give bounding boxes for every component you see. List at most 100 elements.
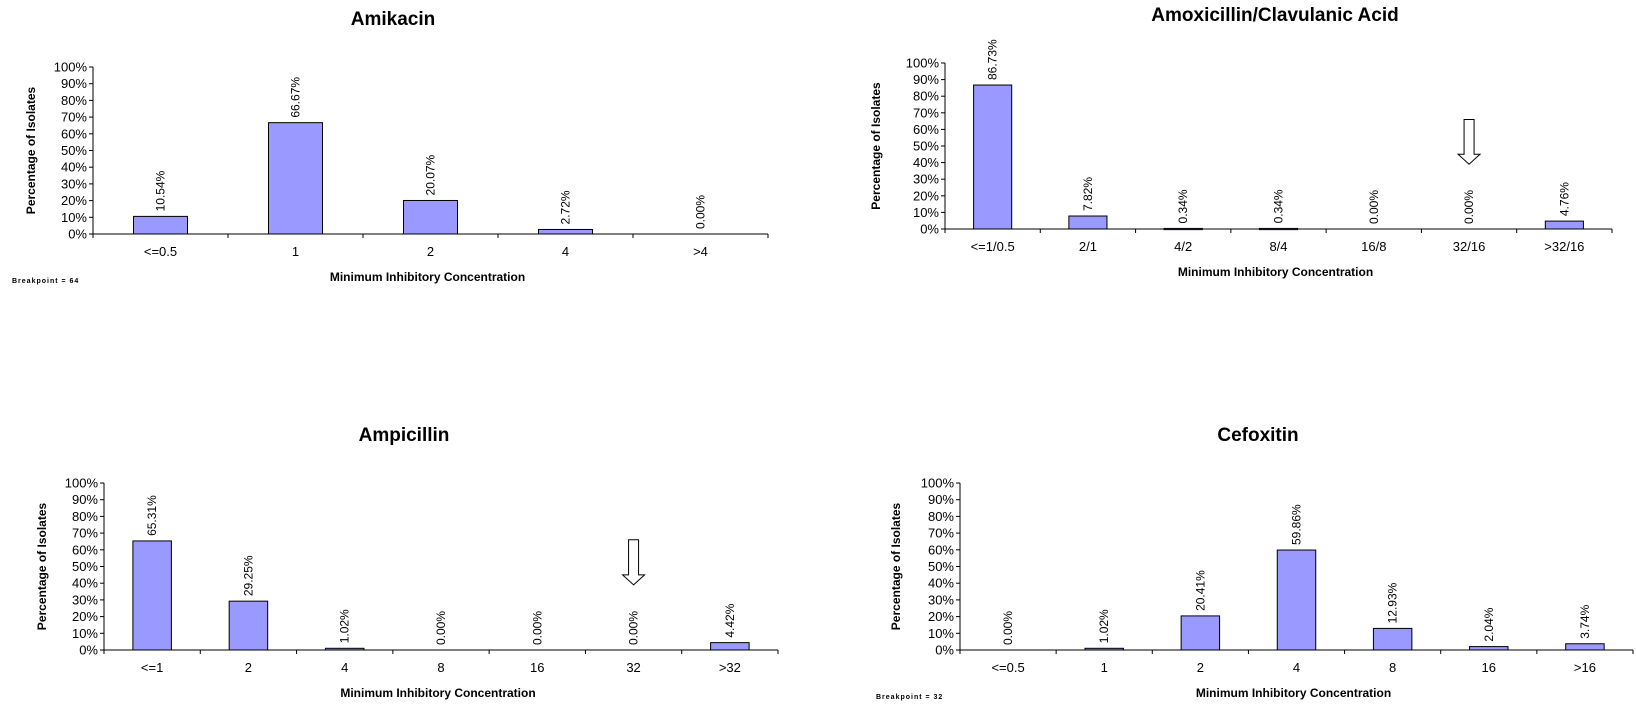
breakpoint-arrow-icon (1456, 118, 1482, 165)
y-axis-label: Percentage of Isolates (24, 86, 38, 214)
x-axis-label: Minimum Inhibitory Concentration (340, 686, 535, 700)
bar-2 (1068, 215, 1108, 230)
y-tick-label: 20% (61, 193, 87, 208)
x-tick-label: >16 (1574, 660, 1596, 675)
data-label: 2.72% (559, 190, 573, 224)
y-tick-label: 70% (928, 526, 954, 541)
y-tick-label: 40% (72, 576, 98, 591)
x-tick-label: 4 (1293, 660, 1300, 675)
bar-7 (1565, 643, 1605, 651)
x-tick-label: <=0.5 (991, 660, 1024, 675)
y-tick-label: 20% (928, 609, 954, 624)
y-tick-label: 20% (913, 188, 939, 203)
y-tick-label: 0% (79, 643, 98, 658)
y-tick-label: 90% (913, 72, 939, 87)
bar-1 (132, 540, 172, 651)
bar-4 (1258, 227, 1299, 231)
y-tick-label: 30% (928, 592, 954, 607)
chart-panel-1: Amikacin Percentage of Isolates 0% 10% 20% 30… (12, 9, 769, 285)
x-tick-label: 1 (292, 244, 299, 259)
bar-4 (1276, 549, 1317, 651)
data-label: 0.00% (434, 611, 448, 645)
y-tick-label: 100% (65, 476, 99, 491)
y-tick-label: 90% (928, 492, 954, 507)
x-tick-label: >32/16 (1544, 239, 1584, 254)
x-tick-label: 2 (245, 660, 252, 675)
bar-3 (1180, 615, 1221, 651)
y-tick-label: 40% (61, 160, 87, 175)
data-label: 0.00% (694, 195, 708, 229)
x-axis-label: Minimum Inhibitory Concentration (330, 270, 525, 284)
x-tick-label: 16 (1482, 660, 1496, 675)
data-label: 2.04% (1482, 607, 1496, 641)
x-tick-label: 32 (626, 660, 640, 675)
y-tick-label: 100% (921, 476, 955, 491)
chart-title: Amoxicillin/Clavulanic Acid (1151, 5, 1398, 26)
y-tick-label: 70% (61, 110, 87, 125)
y-tick-label: 60% (913, 122, 939, 137)
bar-3 (324, 647, 365, 651)
x-tick-label: 4 (562, 244, 569, 259)
x-tick-label: <=1/0.5 (971, 239, 1015, 254)
chart-panel-2: Amoxicillin/Clavulanic Acid Percentage of… (869, 5, 1613, 279)
x-tick-label: 2 (1197, 660, 1204, 675)
y-tick-label: 70% (72, 526, 98, 541)
data-label: 66.67% (289, 77, 303, 118)
data-label: 12.93% (1386, 582, 1400, 623)
y-tick-label: 0% (920, 222, 939, 237)
bar-4 (538, 228, 593, 235)
breakpoint-note: Breakpoint = 32 (876, 694, 943, 701)
y-tick-label: 10% (72, 626, 98, 641)
y-tick-label: 40% (913, 155, 939, 170)
y-tick-label: 0% (935, 643, 954, 658)
y-tick-label: 50% (928, 559, 954, 574)
data-label: 0.00% (1367, 190, 1381, 224)
x-tick-label: >32 (719, 660, 741, 675)
x-tick-label: 4 (341, 660, 348, 675)
x-tick-label: 16/8 (1361, 239, 1386, 254)
y-tick-label: 10% (913, 205, 939, 220)
bar-7 (1544, 220, 1584, 230)
x-tick-label: 2/1 (1079, 239, 1097, 254)
y-tick-label: 10% (61, 210, 87, 225)
chart-title: Cefoxitin (1217, 425, 1298, 446)
y-tick-label: 100% (906, 56, 940, 71)
data-label: 86.73% (986, 39, 1000, 80)
x-tick-label: >4 (693, 244, 708, 259)
y-tick-label: 70% (913, 105, 939, 120)
x-axis-label: Minimum Inhibitory Concentration (1178, 265, 1373, 279)
bar-3 (1163, 227, 1203, 231)
chart-title: Ampicillin (359, 425, 450, 446)
x-tick-label: <=1 (141, 660, 163, 675)
y-tick-label: 30% (913, 172, 939, 187)
data-label: 10.54% (154, 170, 168, 211)
x-axis-label: Minimum Inhibitory Concentration (1196, 686, 1391, 700)
data-label: 0.00% (627, 611, 641, 645)
x-tick-label: 1 (1101, 660, 1108, 675)
bar-7 (710, 642, 750, 651)
x-tick-label: 8/4 (1269, 239, 1287, 254)
data-label: 20.41% (1193, 570, 1207, 611)
x-tick-label: 4/2 (1174, 239, 1192, 254)
x-tick-label: 2 (427, 244, 434, 259)
y-tick-label: 80% (913, 89, 939, 104)
y-tick-label: 60% (72, 542, 98, 557)
bar-3 (403, 199, 458, 235)
y-tick-label: 10% (928, 626, 954, 641)
bar-1 (973, 84, 1013, 230)
data-label: 7.82% (1081, 177, 1095, 211)
data-label: 3.74% (1578, 604, 1592, 638)
data-label: 0.00% (1462, 190, 1476, 224)
x-tick-label: 8 (437, 660, 444, 675)
data-label: 0.34% (1272, 189, 1286, 223)
y-tick-label: 0% (68, 227, 87, 242)
y-tick-label: 60% (928, 542, 954, 557)
x-tick-label: <=0.5 (144, 244, 177, 259)
y-tick-label: 80% (928, 509, 954, 524)
x-tick-label: 8 (1389, 660, 1396, 675)
y-axis-label: Percentage of Isolates (869, 82, 883, 210)
y-tick-label: 90% (72, 492, 98, 507)
chart-title: Amikacin (351, 9, 435, 30)
x-tick-label: 32/16 (1453, 239, 1486, 254)
